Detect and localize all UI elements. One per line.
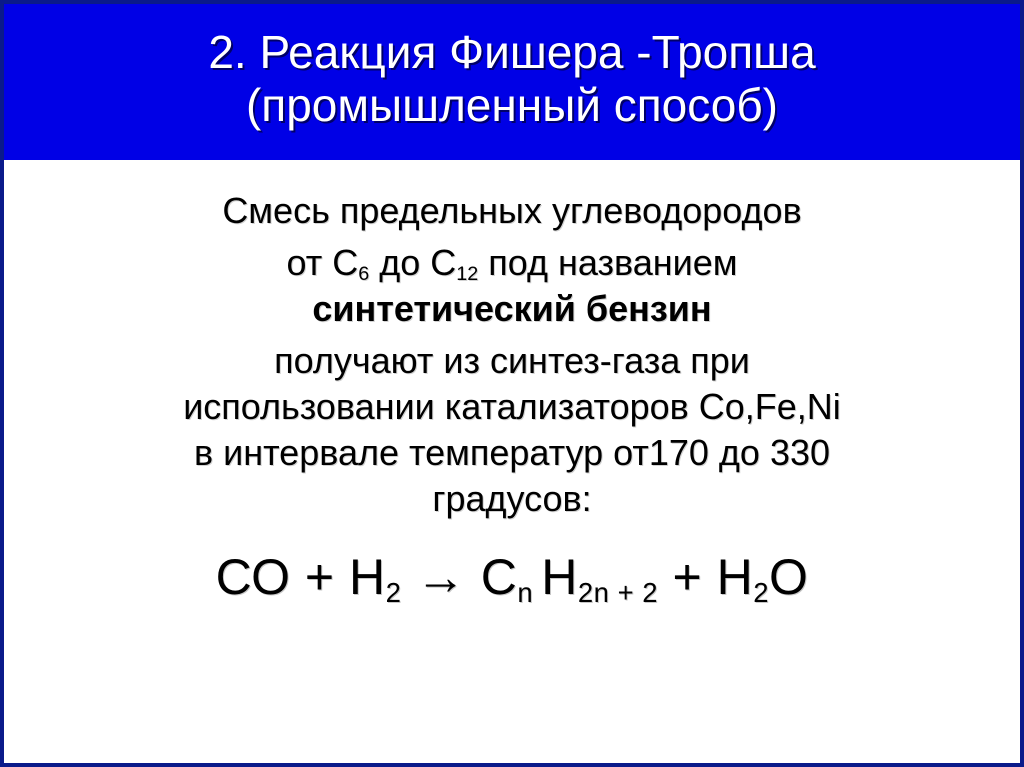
eq-t3: Н (541, 549, 578, 605)
p3-line2: использовании катализаторов Со,Fe,Ni (44, 384, 980, 430)
p2-mid: до С (369, 242, 456, 283)
eq-t2: С (481, 549, 518, 605)
eq-t4: + Н (658, 549, 753, 605)
paragraph-1: Смесь предельных углеводородов (44, 188, 980, 234)
paragraph-3: получают из синтез-газа при использовани… (44, 338, 980, 522)
eq-s2: n (517, 577, 541, 608)
eq-s1: 2 (386, 577, 402, 608)
title-line-2: (промышленный способ) (246, 79, 778, 131)
p2-sub1: 6 (358, 263, 369, 285)
p3-line1: получают из синтез-газа при (44, 338, 980, 384)
slide-title: 2. Реакция Фишера -Тропша (промышленный … (4, 4, 1020, 160)
slide-body: Смесь предельных углеводородов от С6 до … (4, 160, 1020, 763)
title-line-1: 2. Реакция Фишера -Тропша (208, 26, 815, 78)
paragraph-2: от С6 до С12 под названием синтетический… (44, 240, 980, 332)
eq-s3: 2n + 2 (578, 577, 658, 608)
eq-t1: СО + Н (216, 549, 386, 605)
p1-line1: Смесь предельных углеводородов (44, 188, 980, 234)
eq-t5: О (769, 549, 808, 605)
eq-arrow: → (401, 549, 480, 605)
eq-s4: 2 (753, 577, 769, 608)
p3-line3: в интервале температур от170 до 330 (44, 430, 980, 476)
p2-prefix: от С (286, 242, 358, 283)
p2-sub2: 12 (456, 263, 478, 285)
p2-line1: от С6 до С12 под названием (44, 240, 980, 286)
equation: СО + Н2 → Сn Н2n + 2 + Н2О (44, 550, 980, 605)
p3-line4: градусов: (44, 476, 980, 522)
p2-bold: синтетический бензин (44, 286, 980, 332)
slide: 2. Реакция Фишера -Тропша (промышленный … (0, 0, 1024, 767)
p2-tail: под названием (478, 242, 737, 283)
